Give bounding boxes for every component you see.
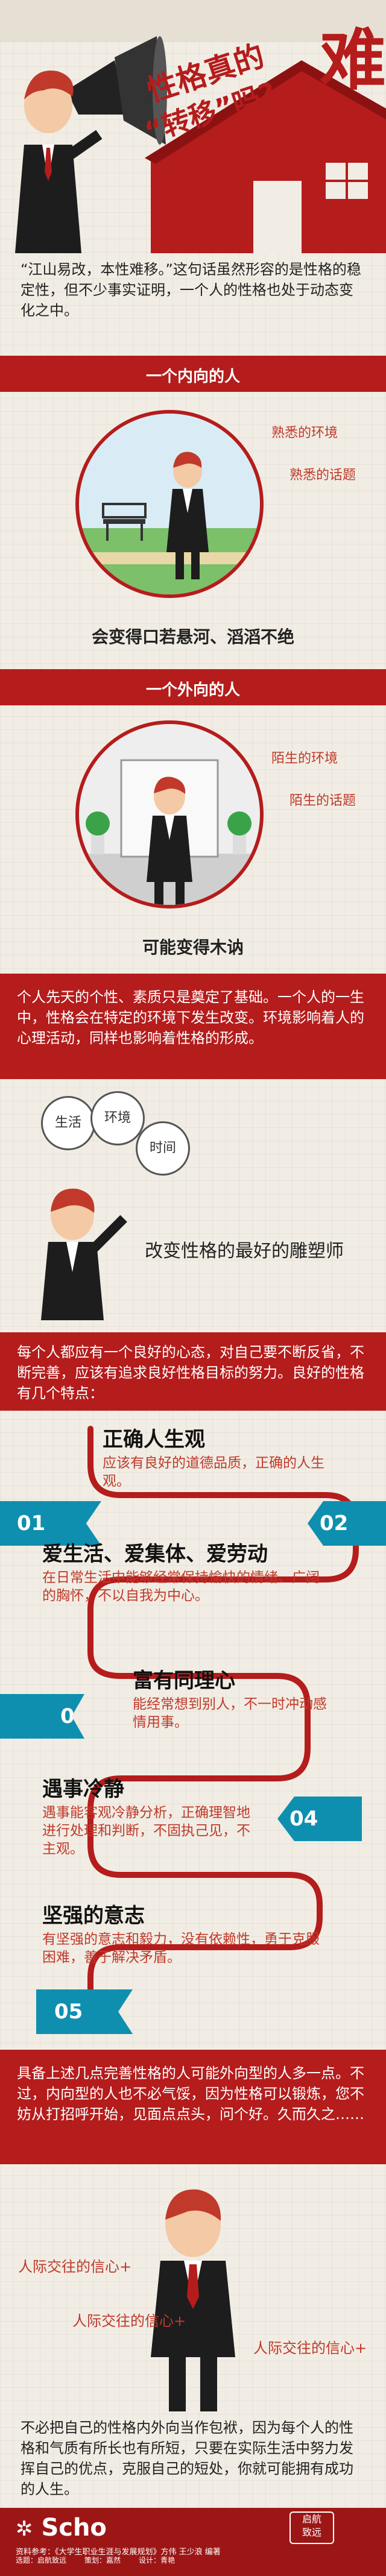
credit-source: 资料参考：《大学生职业生涯与发展规划》方伟 王少浪 编著 — [16, 2548, 221, 2557]
point-1-number: 01 — [0, 1501, 101, 1546]
confidence-label-2: 人际交往的信心+ — [72, 2313, 186, 2329]
extrovert-label-topic: 陌生的话题 — [290, 793, 356, 808]
confidence-section: 人际交往的信心+ 人际交往的信心+ 人际交往的信心+ — [0, 2170, 386, 2411]
extrovert-band-title: 一个外向的人 — [145, 681, 240, 699]
header-section: 性格真的 “转移”吗? 难 — [0, 0, 386, 253]
extrovert-scene — [75, 720, 264, 909]
points-section: 正确人生观 应该有良好的道德品质，正确的人生观。 01 02 爱生活、爱集体、爱… — [0, 1411, 386, 2086]
confidence-label-1: 人际交往的信心+ — [18, 2258, 132, 2275]
intro-section: “江山易改，本性难移。”这句话虽然形容的是性格的稳定性，但不少事实证明，一个人的… — [0, 253, 386, 356]
mindset-section: 每个人都应有一个良好的心态，对自己要不断反省，不断完善，应该有追求良好性格目标的… — [0, 1332, 386, 1411]
point-5-number: 05 — [36, 1989, 133, 2034]
introvert-label-topic: 熟悉的话题 — [290, 468, 356, 483]
point-1-title: 正确人生观 — [103, 1428, 205, 1452]
shapers-section: 生活 环境 时间 改变性格的最好的雕塑师 — [0, 1091, 386, 1320]
confidence-label-3: 人际交往的信心+ — [253, 2340, 367, 2357]
qihang-logo: 启航 致远 — [290, 2511, 334, 2544]
credit-design: 设计：青艳 — [139, 2556, 176, 2565]
footer: ✲ Scho 启航 致远 资料参考：《大学生职业生涯与发展规划》方伟 王少浪 编… — [0, 2508, 386, 2576]
introvert-scene — [75, 410, 264, 598]
summary-section: 具备上述几点完善性格的人可能外向型的人多一点。不过，内向型的人也不必气馁，因为性… — [0, 2050, 386, 2164]
point-3-number: 03 — [0, 1694, 84, 1739]
introvert-label-env: 熟悉的环境 — [271, 426, 338, 441]
intro-paragraph: “江山易改，本性难移。”这句话虽然形容的是性格的稳定性，但不少事实证明，一个人的… — [21, 261, 361, 319]
credit-planning: 策划：嘉然 — [84, 2556, 121, 2565]
extrovert-band: 一个外向的人 — [0, 669, 386, 705]
scho-logo-text: Scho — [41, 2514, 107, 2542]
point-3-title: 富有同理心 — [133, 1669, 235, 1693]
point-5-title: 坚强的意志 — [42, 1904, 145, 1928]
point-1-desc: 应该有良好的道德品质，正确的人生观。 — [103, 1455, 324, 1489]
scho-logo: ✲ Scho — [16, 2514, 107, 2542]
credit-topic: 选题：启航致远 — [16, 2556, 67, 2565]
shapers-text: 改变性格的最好的雕塑师 — [145, 1241, 344, 1262]
header-illustration — [0, 0, 386, 253]
introvert-illustration — [79, 452, 260, 594]
bubble-time: 时间 — [136, 1121, 190, 1176]
scho-logo-icon: ✲ — [16, 2517, 33, 2541]
summary-paragraph: 具备上述几点完善性格的人可能外向型的人多一点。不过，内向型的人也不必气馁，因为性… — [17, 2065, 364, 2123]
introvert-band: 一个内向的人 — [0, 356, 386, 392]
thinking-man-illustration — [41, 1188, 127, 1320]
point-5-desc: 有坚强的意志和毅力，没有依赖性，勇于克服困难，善于解决矛盾。 — [42, 1932, 320, 1965]
introvert-band-title: 一个内向的人 — [145, 368, 240, 386]
point-2-desc: 在日常生活中能够经常保持愉快的情绪、广阔的胸怀，不以自我为中心。 — [42, 1570, 320, 1604]
nature-paragraph: 个人先天的个性、素质只是奠定了基础。一个人的一生中，性格会在特定的环境下发生改变… — [17, 989, 364, 1047]
point-4-title: 遇事冷静 — [42, 1777, 124, 1801]
point-3-desc: 能经常想到别人，不一时冲动感情用事。 — [133, 1696, 327, 1730]
closing-paragraph: 不必把自己的性格内外向当作包袱，因为每个人的性格和气质有所长也有所短，只要在实际… — [21, 2419, 353, 2498]
closing-section: 不必把自己的性格内外向当作包袱，因为每个人的性格和气质有所长也有所短，只要在实际… — [0, 2417, 386, 2514]
extrovert-label-env: 陌生的环境 — [271, 751, 338, 766]
point-4-desc: 遇事能客观冷静分析，正确理智地进行处理和判断，不固执己见，不主观。 — [42, 1805, 250, 1857]
extrovert-caption: 可能变得木讷 — [142, 937, 244, 957]
bubble-environment: 环境 — [90, 1091, 145, 1145]
mindset-paragraph: 每个人都应有一个良好的心态，对自己要不断反省，不断完善，应该有追求良好性格目标的… — [17, 1344, 364, 1402]
confident-man-illustration — [151, 2189, 235, 2411]
extrovert-illustration — [79, 759, 260, 905]
point-4-number: 04 — [277, 1797, 362, 1841]
point-2-number: 02 — [308, 1501, 386, 1546]
introvert-caption: 会变得口若悬河、滔滔不绝 — [91, 627, 294, 647]
title-big-char: 难 — [320, 22, 386, 99]
nature-section: 个人先天的个性、素质只是奠定了基础。一个人的一生中，性格会在特定的环境下发生改变… — [0, 974, 386, 1079]
bubble-life: 生活 — [41, 1096, 95, 1150]
point-2-title: 爱生活、爱集体、爱劳动 — [42, 1542, 268, 1566]
